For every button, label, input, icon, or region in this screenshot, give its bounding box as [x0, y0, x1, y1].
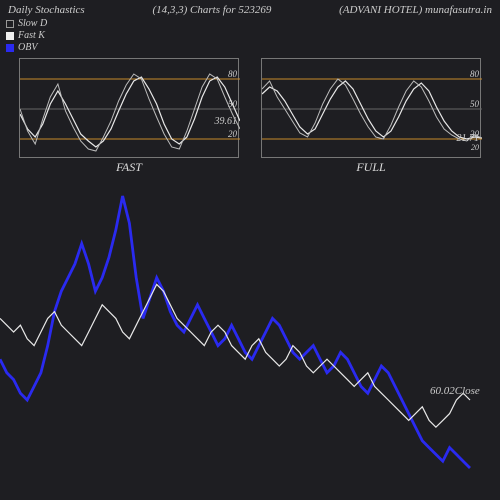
svg-text:50: 50	[470, 99, 480, 109]
main-chart: 60.02Close	[0, 180, 500, 500]
mini-label-full: FULL	[261, 160, 481, 175]
svg-text:80: 80	[228, 69, 238, 79]
mini-chart-full: 20805021.7120 FULL	[261, 58, 481, 175]
legend-item-fastk: Fast K	[6, 30, 47, 42]
legend-item-obv: OBV	[6, 42, 47, 54]
svg-text:80: 80	[470, 69, 480, 79]
svg-text:60.02Close: 60.02Close	[430, 385, 480, 397]
title-right: (ADVANI HOTEL) munafasutra.in	[339, 4, 492, 16]
title-center: (14,3,3) Charts for 523269	[152, 4, 271, 16]
svg-text:20: 20	[471, 143, 479, 152]
legend-item-slowd: Slow D	[6, 18, 47, 30]
legend-label: Fast K	[18, 30, 45, 42]
mini-chart-full-box: 20805021.7120	[261, 58, 481, 158]
mini-chart-fast: 20805039.61 FAST	[19, 58, 239, 175]
mini-charts-row: 20805039.61 FAST 20805021.7120 FULL	[0, 58, 500, 175]
svg-text:20: 20	[228, 129, 238, 139]
title-left: Daily Stochastics	[8, 4, 85, 16]
mini-label-fast: FAST	[19, 160, 239, 175]
legend-label: Slow D	[18, 18, 47, 30]
mini-chart-fast-box: 20805039.61	[19, 58, 239, 158]
svg-text:39.61: 39.61	[214, 116, 238, 127]
swatch-fastk	[6, 32, 14, 40]
legend-label: OBV	[18, 42, 37, 54]
swatch-obv	[6, 44, 14, 52]
legend: Slow D Fast K OBV	[6, 18, 47, 54]
swatch-slowd	[6, 20, 14, 28]
chart-header: Daily Stochastics (14,3,3) Charts for 52…	[0, 0, 500, 18]
